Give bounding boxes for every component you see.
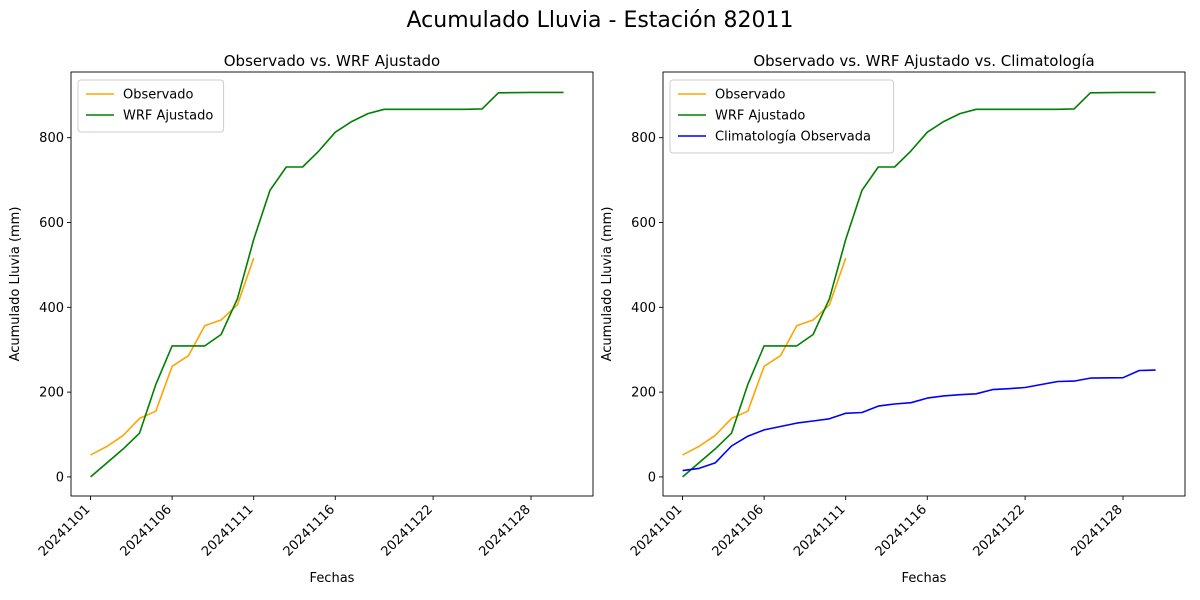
legend-label: Climatología Observada	[715, 130, 871, 145]
legend-label: Observado	[715, 88, 786, 103]
x-tick-label: 20241111	[791, 502, 848, 559]
y-tick-label: 0	[648, 470, 656, 485]
y-tick-label: 800	[631, 131, 656, 146]
y-axis-label-1: Acumulado Lluvia (mm)	[600, 207, 615, 362]
x-tick-label: 20241101	[36, 502, 93, 559]
legend-box-0	[77, 79, 225, 133]
x-tick-label: 20241122	[379, 502, 436, 559]
plot-frame-1	[662, 71, 1186, 497]
series-line-0-1	[90, 91, 564, 478]
x-tick-label: 20241111	[199, 502, 256, 559]
y-tick-label: 400	[631, 301, 656, 316]
legend-box-1	[669, 79, 895, 154]
y-tick-label: 600	[631, 216, 656, 231]
x-tick-label: 20241122	[971, 502, 1028, 559]
y-tick-label: 200	[631, 386, 656, 401]
y-tick-label: 400	[39, 301, 64, 316]
x-tick-label: 20241101	[628, 502, 685, 559]
x-axis-label-1: Fechas	[902, 571, 947, 586]
y-tick-label: 800	[39, 131, 64, 146]
y-axis-label-0: Acumulado Lluvia (mm)	[8, 207, 23, 362]
x-tick-label: 20241106	[118, 502, 175, 559]
x-tick-label: 20241128	[1068, 502, 1125, 559]
legend-label: WRF Ajustado	[123, 109, 213, 124]
x-tick-label: 20241106	[710, 502, 767, 559]
x-axis-label-0: Fechas	[310, 571, 355, 586]
legend-label: Observado	[123, 88, 194, 103]
panel-title-0: Observado vs. WRF Ajustado	[224, 52, 440, 70]
plot-frame-0	[70, 71, 594, 497]
series-line-1-0	[682, 257, 847, 456]
series-line-0-0	[90, 257, 255, 456]
x-tick-label: 20241128	[476, 502, 533, 559]
figure-suptitle: Acumulado Lluvia - Estación 82011	[406, 8, 794, 33]
y-tick-label: 600	[39, 216, 64, 231]
series-line-1-1	[682, 91, 1156, 478]
x-tick-label: 20241116	[281, 502, 338, 559]
y-tick-label: 0	[56, 470, 64, 485]
legend-label: WRF Ajustado	[715, 109, 805, 124]
y-tick-label: 200	[39, 386, 64, 401]
x-tick-label: 20241116	[873, 502, 930, 559]
panel-title-1: Observado vs. WRF Ajustado vs. Climatolo…	[753, 52, 1094, 70]
series-line-1-2	[682, 369, 1156, 472]
